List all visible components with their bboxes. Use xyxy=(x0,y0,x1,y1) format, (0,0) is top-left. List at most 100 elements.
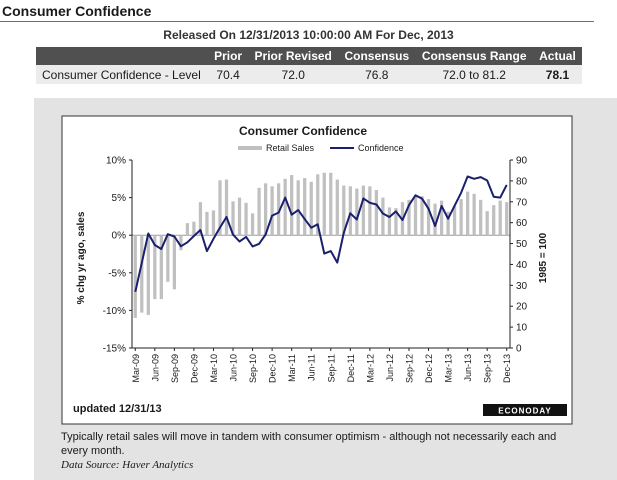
left-tick-label: -15% xyxy=(103,344,126,355)
retail-sales-bar xyxy=(133,235,137,318)
row-consensus: 76.8 xyxy=(338,65,416,84)
retail-sales-bar xyxy=(368,186,372,236)
x-tick-label: Mar-09 xyxy=(131,354,141,383)
plot-area: 10% 5% 0% -5% -10% -15% 90 80 70 60 50 40 30 20 10 0 Mar… xyxy=(103,156,528,384)
right-tick-label: 30 xyxy=(516,281,528,292)
retail-sales-bar xyxy=(211,210,216,236)
right-tick-label: 10 xyxy=(516,323,528,334)
retail-sales-bar xyxy=(146,235,150,315)
row-name: Consumer Confidence - Level xyxy=(36,65,208,84)
x-tick-label: Dec-09 xyxy=(189,354,199,383)
retail-sales-bar xyxy=(303,178,307,236)
left-tick-label: -10% xyxy=(103,306,126,317)
row-prior: 70.4 xyxy=(207,65,249,84)
retail-sales-bar xyxy=(172,235,176,290)
retail-sales-bar xyxy=(342,185,346,236)
retail-sales-bar xyxy=(485,211,489,236)
left-axis-label: % chg yr ago, sales xyxy=(76,211,87,304)
retail-sales-bar xyxy=(329,172,333,236)
retail-sales-bar xyxy=(250,213,255,236)
retail-sales-bar xyxy=(153,235,157,300)
confidence-line xyxy=(134,175,508,293)
chart-note: Typically retail sales will move in tand… xyxy=(61,431,557,457)
retail-sales-bar xyxy=(185,223,190,236)
retail-sales-bar xyxy=(426,199,431,236)
data-source: Data Source: Haver Analytics xyxy=(61,459,194,471)
retail-sales-bar xyxy=(231,201,235,236)
chart-title: Consumer Confidence xyxy=(239,124,367,138)
retail-sales-bar xyxy=(140,235,144,313)
retail-sales-bar xyxy=(277,183,281,236)
retail-sales-bar xyxy=(192,221,196,236)
row-consensus-range: 72.0 to 81.2 xyxy=(415,65,533,84)
right-tick-label: 70 xyxy=(516,197,528,208)
retail-sales-bar xyxy=(296,180,300,236)
retail-sales-bar xyxy=(387,207,392,236)
retail-sales-bar xyxy=(179,235,183,251)
retail-sales-bar xyxy=(452,205,457,236)
legend-retail-sales-label: Retail Sales xyxy=(266,143,315,153)
x-tick-label: Sep-10 xyxy=(248,354,258,383)
table-header-consensus: Consensus xyxy=(338,47,416,65)
row-prior-revised: 72.0 xyxy=(248,65,339,84)
table-header-name xyxy=(36,47,208,65)
retail-sales-bar xyxy=(159,235,163,300)
retail-sales-bar xyxy=(459,199,463,236)
retail-sales-bar xyxy=(270,186,274,236)
brand-label: ECONODAY xyxy=(498,407,552,416)
retail-sales-bar xyxy=(505,202,509,236)
x-tick-label: Mar-11 xyxy=(287,354,297,382)
retail-sales-bar xyxy=(205,211,209,236)
page-title: Consumer Confidence xyxy=(2,3,152,19)
left-tick-label: 10% xyxy=(106,156,126,167)
x-tick-label: Jun-13 xyxy=(463,354,473,382)
x-tick-label: Sep-09 xyxy=(170,354,180,383)
right-tick-label: 80 xyxy=(516,176,528,187)
release-line: Released On 12/31/2013 10:00:00 AM For D… xyxy=(163,28,454,42)
right-tick-label: 20 xyxy=(516,302,528,313)
retail-sales-bar xyxy=(322,172,326,236)
retail-sales-bar xyxy=(472,193,476,236)
right-tick-label: 50 xyxy=(516,239,528,250)
retail-sales-bar xyxy=(433,203,437,236)
retail-sales-bar xyxy=(263,183,268,236)
chart-svg: Consumer Confidence Retail Sales Confide… xyxy=(61,115,573,425)
x-tick-label: Mar-12 xyxy=(365,354,375,383)
left-tick-label: 0% xyxy=(112,231,127,242)
retail-sales-bar xyxy=(224,179,229,236)
x-tick-label: Jun-09 xyxy=(150,354,160,382)
chart-panel: Consumer Confidence Retail Sales Confide… xyxy=(34,98,617,480)
retail-sales-bar xyxy=(420,196,424,236)
retail-sales-bar xyxy=(290,175,294,236)
x-tick-label: Dec-13 xyxy=(502,354,512,383)
right-axis-label: 1985 = 100 xyxy=(538,232,549,283)
retail-sales-bar xyxy=(257,187,261,236)
x-tick-label: Jun-12 xyxy=(385,354,395,382)
retail-sales-bar xyxy=(466,191,470,236)
economic-data-table: Prior Prior Revised Consensus Consensus … xyxy=(36,47,582,84)
retail-sales-bar xyxy=(439,200,444,236)
retail-sales-bar xyxy=(335,179,339,236)
retail-sales-bar xyxy=(394,208,398,236)
retail-sales-bar xyxy=(316,174,320,236)
x-tick-label: Jun-11 xyxy=(307,354,317,381)
legend-retail-sales-swatch xyxy=(238,146,262,150)
x-tick-label: Jun-10 xyxy=(229,354,239,382)
retail-sales-bar xyxy=(492,205,496,236)
table-header-actual: Actual xyxy=(532,47,582,65)
retail-sales-bar xyxy=(166,235,170,282)
retail-sales-bar xyxy=(198,202,203,236)
right-tick-label: 40 xyxy=(516,260,528,271)
page-header: Consumer Confidence xyxy=(0,0,594,22)
retail-sales-bar xyxy=(413,196,418,236)
retail-sales-bar xyxy=(355,188,359,236)
right-tick-label: 60 xyxy=(516,218,528,229)
x-tick-label: Sep-13 xyxy=(483,354,493,383)
right-tick-label: 90 xyxy=(516,156,528,167)
retail-sales-bar xyxy=(381,197,385,236)
retail-sales-bar xyxy=(218,180,222,236)
retail-sales-bar xyxy=(244,202,248,236)
retail-sales-bar xyxy=(237,197,242,236)
table-header-consensus-range: Consensus Range xyxy=(415,47,533,65)
retail-sales-bar xyxy=(374,190,379,236)
